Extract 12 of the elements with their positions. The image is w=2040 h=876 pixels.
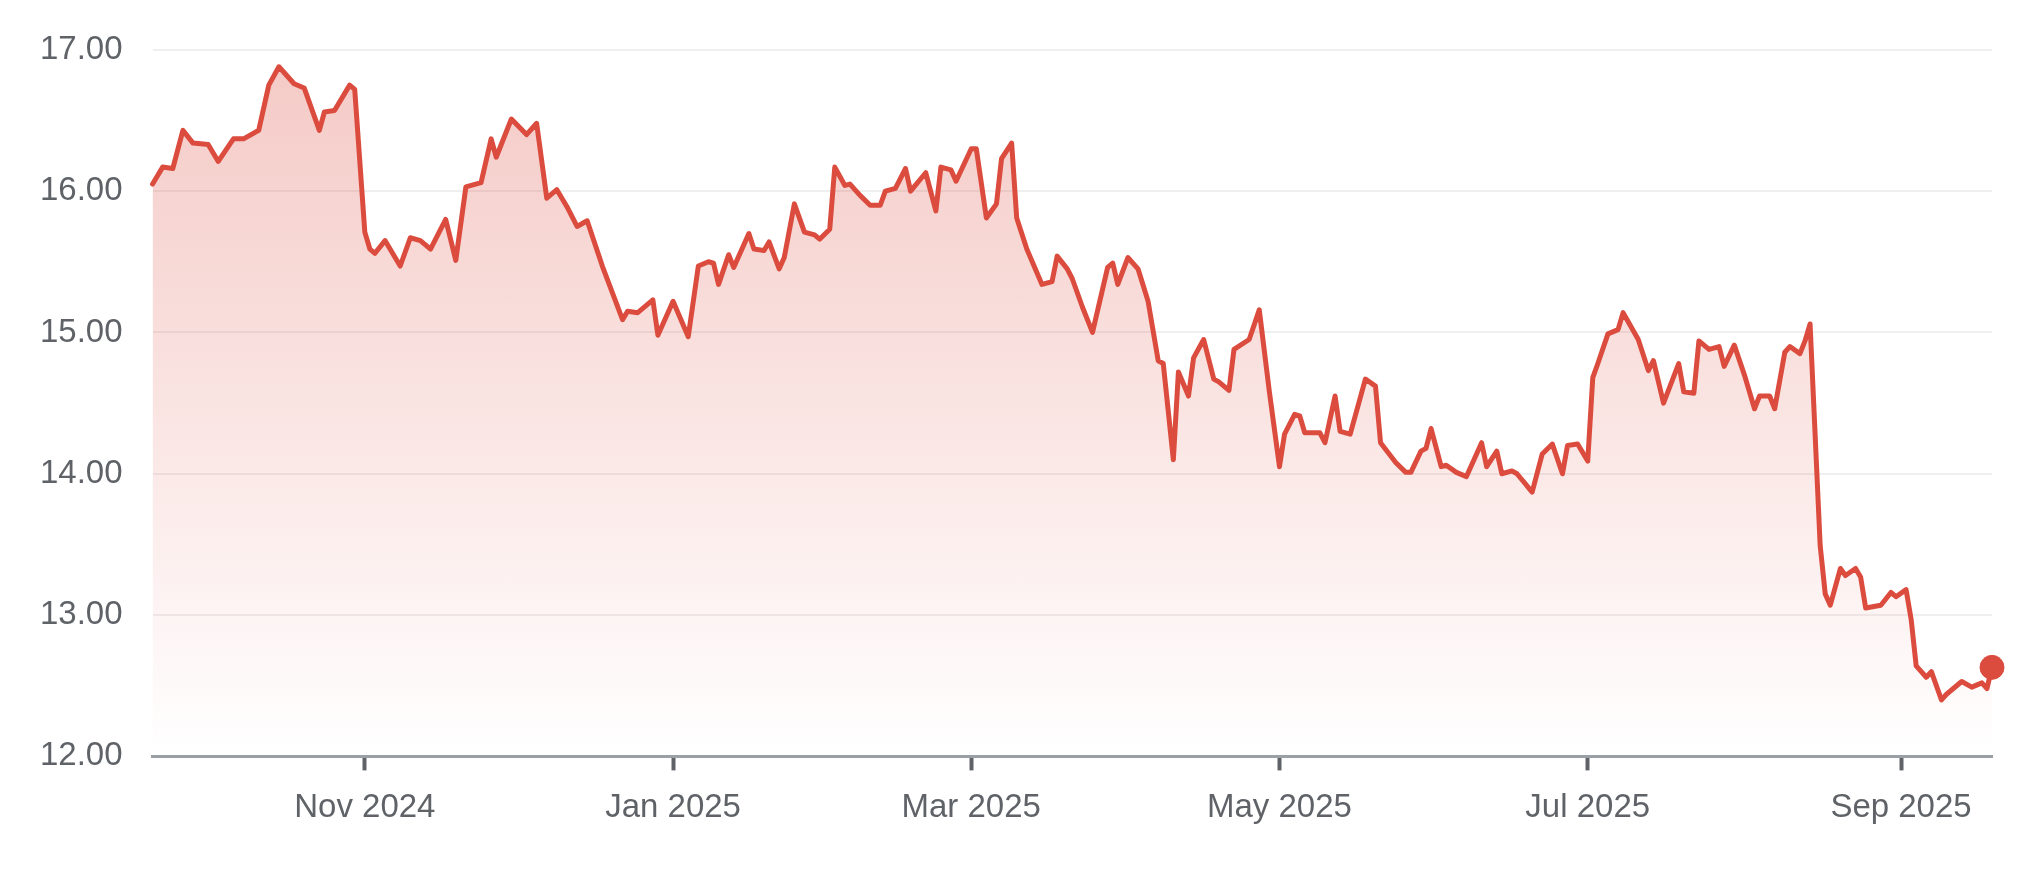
x-tick-label: Mar 2025 [901, 787, 1041, 825]
x-tick-label: Jul 2025 [1525, 787, 1651, 825]
x-tick-label: Sep 2025 [1830, 787, 1972, 825]
x-tick-label: Nov 2024 [294, 787, 436, 825]
y-tick-label: 16.00 [39, 170, 123, 208]
x-tick-label: May 2025 [1207, 787, 1352, 825]
y-tick-label: 17.00 [39, 28, 123, 66]
x-tick-label: Jan 2025 [605, 787, 741, 825]
y-tick-label: 13.00 [39, 594, 123, 632]
y-tick-label: 14.00 [39, 452, 123, 490]
y-tick-label: 12.00 [39, 735, 123, 773]
y-tick-label: 15.00 [39, 311, 123, 349]
